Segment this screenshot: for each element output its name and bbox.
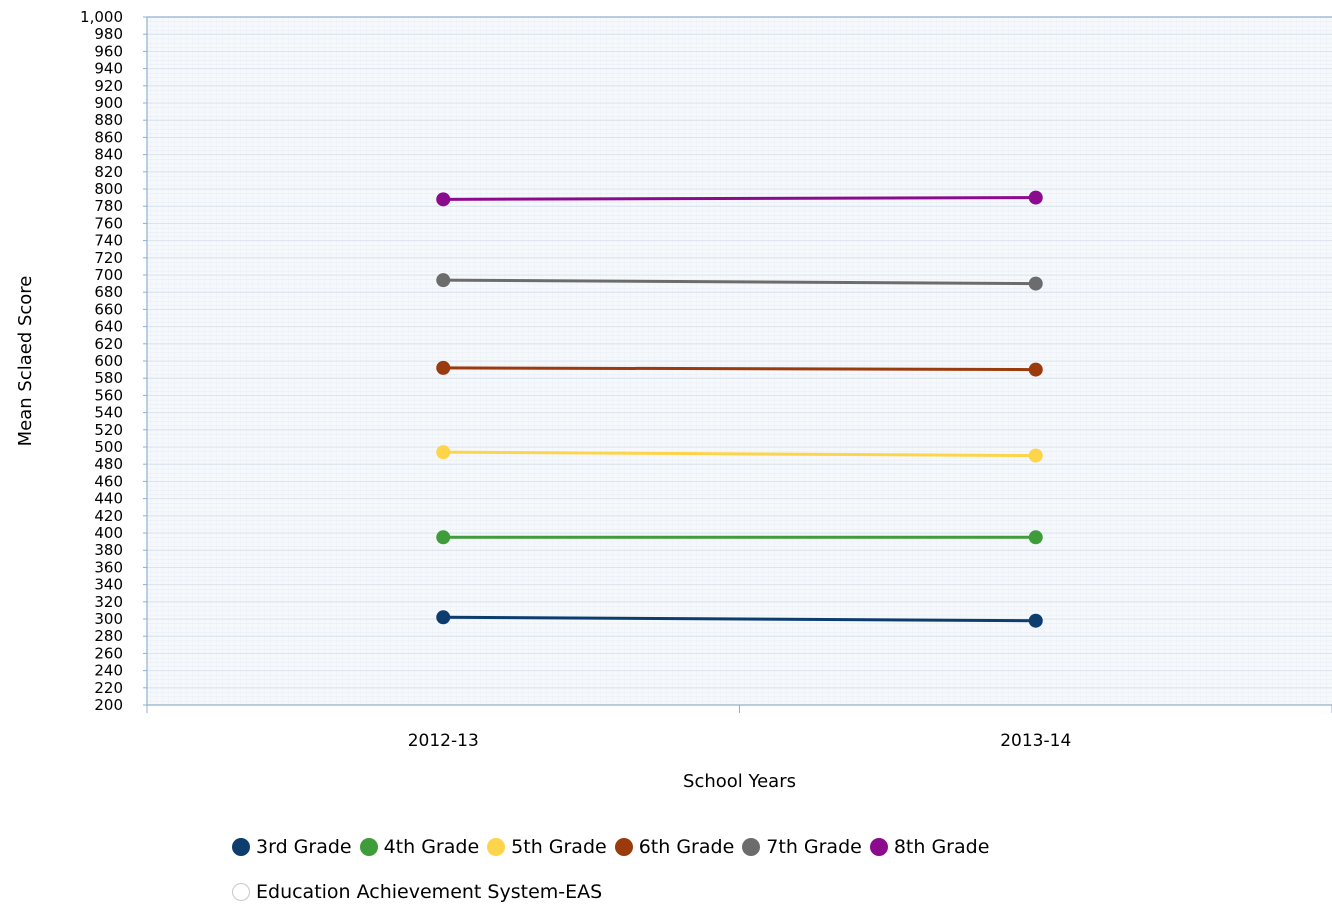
legend-item-3rd-grade[interactable]: 3rd Grade (232, 836, 352, 858)
y-tick-label: 400 (94, 524, 123, 542)
y-tick-label: 920 (94, 77, 123, 95)
y-tick-label: 780 (94, 197, 123, 215)
y-tick-label: 380 (94, 541, 123, 559)
y-tick-label: 420 (94, 507, 123, 525)
y-tick-label: 960 (94, 42, 123, 60)
data-point[interactable] (436, 360, 451, 375)
x-axis-title: School Years (683, 771, 796, 792)
y-tick-label: 220 (94, 679, 123, 697)
series-line (443, 450, 1036, 458)
data-point[interactable] (1028, 530, 1043, 545)
y-tick-label: 760 (94, 214, 123, 232)
series-line (443, 278, 1036, 286)
data-point[interactable] (436, 192, 451, 207)
y-tick-label: 200 (94, 696, 123, 714)
y-tick-label: 820 (94, 163, 123, 181)
chart-svg: 2002202402602803003203403603804004204404… (15, 8, 1332, 792)
y-axis-title: Mean Sclaed Score (15, 276, 36, 447)
y-tick-label: 1,000 (80, 8, 123, 26)
legend-label: 7th Grade (766, 836, 862, 858)
legend-marker (232, 838, 250, 856)
data-point[interactable] (1028, 448, 1043, 463)
y-tick-label: 340 (94, 576, 123, 594)
series-6th-grade (436, 360, 1043, 377)
legend-item-eas[interactable]: Education Achievement System-EAS (232, 881, 602, 903)
legend-marker-hidden (232, 883, 250, 901)
data-point[interactable] (436, 530, 451, 545)
y-tick-label: 240 (94, 662, 123, 680)
data-point[interactable] (1028, 613, 1043, 628)
x-tick-label: 2012-13 (408, 731, 479, 751)
legend-row: 3rd Grade 4th Grade 5th Grade 6th Grade … (232, 830, 1232, 864)
y-tick-label: 280 (94, 627, 123, 645)
data-point[interactable] (436, 610, 451, 625)
y-tick-label: 620 (94, 335, 123, 353)
data-point[interactable] (1028, 190, 1043, 205)
y-tick-label: 540 (94, 404, 123, 422)
legend-label: 3rd Grade (256, 836, 352, 858)
y-tick-label: 440 (94, 490, 123, 508)
y-tick-label: 500 (94, 438, 123, 456)
y-tick-label: 940 (94, 60, 123, 78)
y-tick-label: 260 (94, 644, 123, 662)
series-layer (436, 190, 1043, 628)
legend-marker (742, 838, 761, 856)
y-tick-label: 680 (94, 283, 123, 301)
y-tick-label: 320 (94, 593, 123, 611)
x-axis-ticks: 2012-13 2013-14 (408, 731, 1072, 751)
legend-label: 6th Grade (638, 836, 735, 858)
legend-label: Education Achievement System-EAS (256, 881, 603, 903)
legend-item-7th-grade[interactable]: 7th Grade (742, 836, 862, 858)
y-tick-label: 660 (94, 300, 123, 318)
y-tick-label: 860 (94, 128, 123, 146)
y-tick-label: 700 (94, 266, 123, 284)
series-line (443, 366, 1036, 372)
y-tick-label: 460 (94, 472, 123, 490)
y-tick-label: 600 (94, 352, 123, 370)
y-tick-label: 300 (94, 610, 123, 628)
legend-row: Education Achievement System-EAS (232, 875, 1232, 909)
y-tick-label: 800 (94, 180, 123, 198)
series-4th-grade (436, 530, 1043, 545)
legend-label: 4th Grade (383, 836, 480, 858)
data-point[interactable] (1028, 362, 1043, 377)
y-tick-label: 840 (94, 146, 123, 164)
y-tick-label: 580 (94, 369, 123, 387)
y-tick-label: 640 (94, 318, 123, 336)
legend-label: 5th Grade (511, 836, 607, 858)
legend-item-8th-grade[interactable]: 8th Grade (869, 836, 990, 858)
legend-marker (614, 838, 633, 856)
legend-marker (869, 838, 888, 856)
legend-item-6th-grade[interactable]: 6th Grade (614, 836, 735, 858)
data-point[interactable] (1028, 276, 1043, 291)
legend: 3rd Grade 4th Grade 5th Grade 6th Grade … (232, 830, 1232, 920)
legend-item-4th-grade[interactable]: 4th Grade (359, 836, 480, 858)
grid-lines (147, 16, 1332, 706)
series-8th-grade (436, 190, 1043, 207)
y-axis-ticks: 2002202402602803003203403603804004204404… (80, 8, 147, 714)
y-tick-label: 520 (94, 421, 123, 439)
y-tick-label: 560 (94, 386, 123, 404)
series-line (443, 615, 1036, 623)
series-5th-grade (436, 445, 1043, 463)
y-tick-label: 720 (94, 249, 123, 267)
data-point[interactable] (436, 273, 451, 288)
y-tick-label: 360 (94, 558, 123, 576)
y-tick-label: 480 (94, 455, 123, 473)
y-tick-label: 900 (94, 94, 123, 112)
legend-item-5th-grade[interactable]: 5th Grade (487, 836, 607, 858)
legend-marker (359, 838, 378, 856)
series-3rd-grade (436, 610, 1043, 628)
legend-label: 8th Grade (893, 836, 990, 858)
y-tick-label: 740 (94, 232, 123, 250)
y-tick-label: 980 (94, 25, 123, 43)
x-tick-label: 2013-14 (1000, 731, 1071, 751)
legend-marker (487, 838, 506, 856)
data-point[interactable] (436, 445, 451, 460)
y-tick-label: 880 (94, 111, 123, 129)
series-7th-grade (436, 273, 1043, 291)
series-line (443, 196, 1036, 201)
